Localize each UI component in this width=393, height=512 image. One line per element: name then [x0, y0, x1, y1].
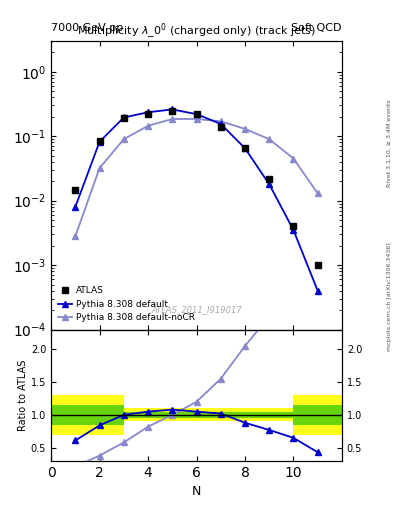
ATLAS: [97, 138, 102, 144]
Pythia 8.308 default: [267, 181, 272, 187]
Pythia 8.308 default-noCR: [97, 165, 102, 171]
Line: Pythia 8.308 default-noCR: Pythia 8.308 default-noCR: [72, 116, 321, 240]
Pythia 8.308 default: [73, 204, 78, 210]
Pythia 8.308 default: [97, 139, 102, 145]
Pythia 8.308 default: [121, 114, 126, 120]
Pythia 8.308 default-noCR: [267, 136, 272, 142]
ATLAS: [121, 115, 126, 121]
X-axis label: N: N: [192, 485, 201, 498]
ATLAS: [291, 223, 296, 229]
Pythia 8.308 default: [315, 288, 320, 294]
Y-axis label: Ratio to ATLAS: Ratio to ATLAS: [18, 359, 28, 431]
Pythia 8.308 default: [219, 121, 223, 127]
Text: 7000 GeV pp: 7000 GeV pp: [51, 23, 123, 33]
Pythia 8.308 default-noCR: [315, 190, 320, 197]
ATLAS: [194, 111, 199, 117]
ATLAS: [315, 262, 320, 268]
ATLAS: [146, 111, 151, 117]
Pythia 8.308 default: [242, 145, 247, 152]
Pythia 8.308 default-noCR: [242, 126, 247, 132]
ATLAS: [73, 187, 78, 194]
Title: Multiplicity $\lambda\_0^0$ (charged only) (track jets): Multiplicity $\lambda\_0^0$ (charged onl…: [77, 22, 316, 41]
Pythia 8.308 default-noCR: [170, 116, 174, 122]
Pythia 8.308 default: [146, 109, 151, 115]
ATLAS: [242, 145, 247, 152]
Pythia 8.308 default: [170, 106, 174, 113]
Line: Pythia 8.308 default: Pythia 8.308 default: [72, 106, 321, 294]
Pythia 8.308 default-noCR: [146, 123, 151, 129]
Text: Soft QCD: Soft QCD: [292, 23, 342, 33]
ATLAS: [170, 108, 174, 114]
Pythia 8.308 default-noCR: [219, 118, 223, 124]
Pythia 8.308 default-noCR: [73, 233, 78, 240]
Line: ATLAS: ATLAS: [72, 107, 321, 269]
Text: ATLAS_2011_I919017: ATLAS_2011_I919017: [151, 305, 242, 314]
Pythia 8.308 default-noCR: [121, 136, 126, 142]
Pythia 8.308 default: [194, 111, 199, 117]
Pythia 8.308 default-noCR: [291, 156, 296, 162]
Pythia 8.308 default: [291, 227, 296, 233]
Legend: ATLAS, Pythia 8.308 default, Pythia 8.308 default-noCR: ATLAS, Pythia 8.308 default, Pythia 8.30…: [55, 284, 198, 325]
ATLAS: [267, 176, 272, 182]
Text: mcplots.cern.ch [arXiv:1306.3436]: mcplots.cern.ch [arXiv:1306.3436]: [387, 243, 392, 351]
Pythia 8.308 default-noCR: [194, 116, 199, 122]
Text: Rivet 3.1.10, ≥ 3.4M events: Rivet 3.1.10, ≥ 3.4M events: [387, 99, 392, 187]
ATLAS: [219, 124, 223, 130]
